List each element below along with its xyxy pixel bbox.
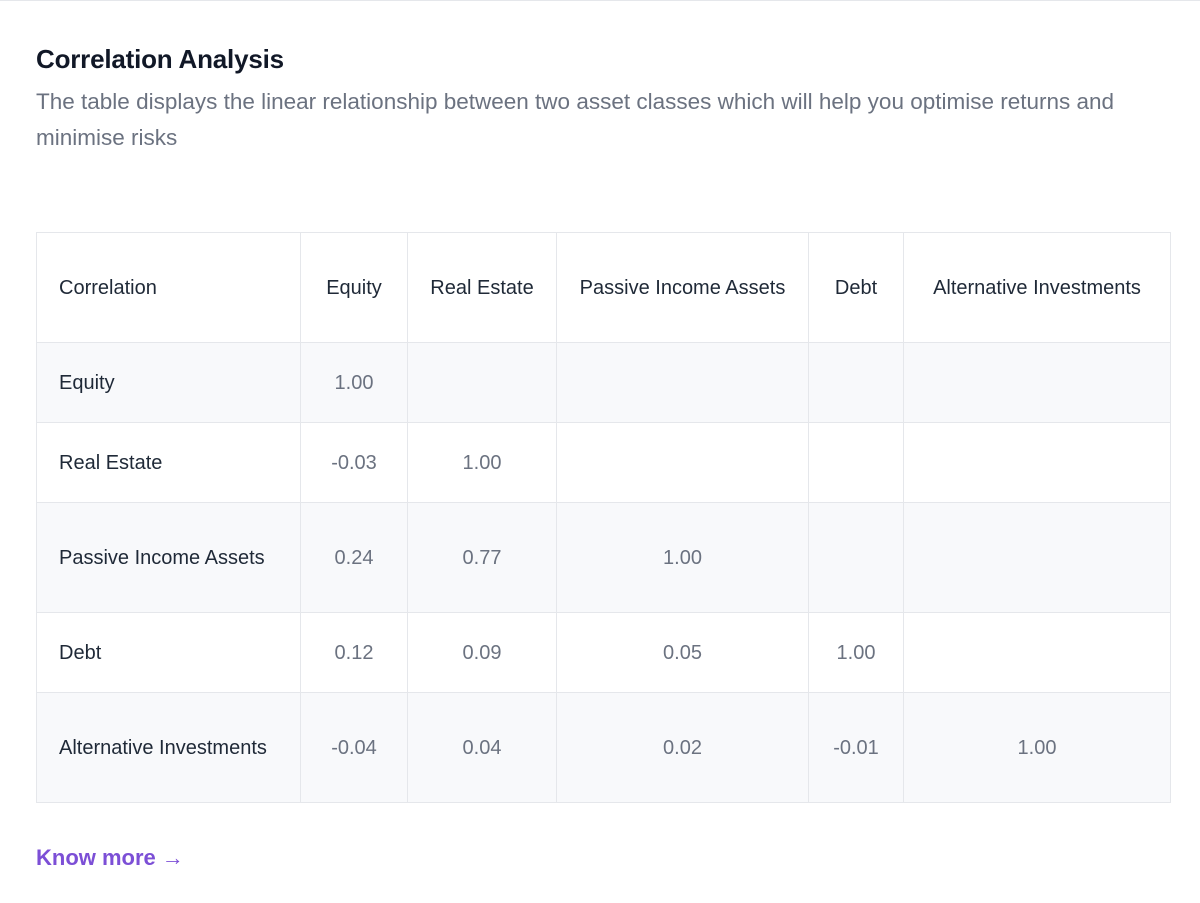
table-row: Passive Income Assets 0.24 0.77 1.00: [36, 502, 1171, 613]
row-label: Alternative Investments: [36, 692, 301, 803]
table-row: Alternative Investments -0.04 0.04 0.02 …: [36, 692, 1171, 803]
table-cell: [903, 502, 1171, 613]
arrow-right-icon: →: [161, 845, 184, 870]
row-label: Equity: [36, 342, 301, 423]
table-cell: [903, 422, 1171, 503]
table-cell: 1.00: [300, 342, 408, 423]
table-cell: -0.04: [300, 692, 408, 803]
row-label: Passive Income Assets: [36, 502, 301, 613]
row-label: Real Estate: [36, 422, 301, 503]
table-row: Debt 0.12 0.09 0.05 1.00: [36, 612, 1171, 693]
table-cell: 1.00: [556, 502, 809, 613]
section-title: Correlation Analysis: [36, 44, 284, 74]
table-cell: [903, 612, 1171, 693]
table-cell: -0.01: [808, 692, 904, 803]
table-cell: 1.00: [407, 422, 557, 503]
table-cell: [808, 422, 904, 503]
column-header: Correlation: [36, 232, 301, 343]
column-header: Equity: [300, 232, 408, 343]
table-cell: [556, 422, 809, 503]
table-cell: [556, 342, 809, 423]
correlation-table: Correlation Equity Real Estate Passive I…: [36, 232, 1171, 803]
correlation-card: Correlation Analysis The table displays …: [36, 40, 1171, 803]
table-cell: 1.00: [903, 692, 1171, 803]
table-cell: 0.04: [407, 692, 557, 803]
table-row: Equity 1.00: [36, 342, 1171, 423]
know-more-label: Know more: [36, 845, 156, 870]
table-row: Real Estate -0.03 1.00: [36, 422, 1171, 503]
table-cell: [407, 342, 557, 423]
column-header: Alternative Investments: [903, 232, 1171, 343]
column-header: Passive Income Assets: [556, 232, 809, 343]
table-cell: 0.09: [407, 612, 557, 693]
table-cell: 0.24: [300, 502, 408, 613]
table-cell: 0.12: [300, 612, 408, 693]
row-label: Debt: [36, 612, 301, 693]
know-more-link[interactable]: Know more →: [36, 842, 184, 874]
table-cell: 1.00: [808, 612, 904, 693]
table-cell: 0.05: [556, 612, 809, 693]
table-cell: [903, 342, 1171, 423]
section-subtitle: The table displays the linear relationsh…: [36, 89, 1115, 150]
top-divider: [0, 0, 1200, 1]
table-cell: -0.03: [300, 422, 408, 503]
table-header-row: Correlation Equity Real Estate Passive I…: [36, 232, 1171, 343]
column-header: Debt: [808, 232, 904, 343]
table-cell: 0.77: [407, 502, 557, 613]
table-cell: [808, 342, 904, 423]
table-cell: [808, 502, 904, 613]
column-header: Real Estate: [407, 232, 557, 343]
table-cell: 0.02: [556, 692, 809, 803]
